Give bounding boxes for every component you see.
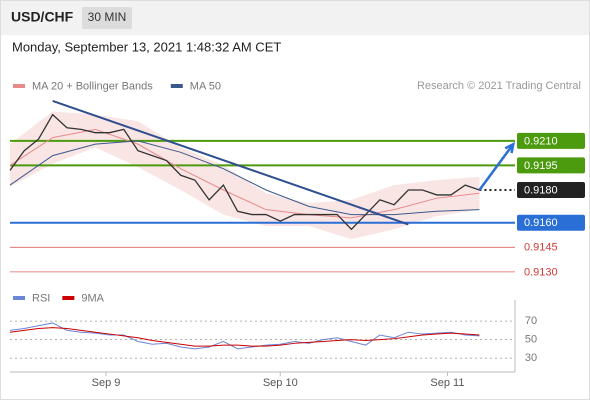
x-tick-label: Sep 11 [430,377,464,389]
x-tick-label: Sep 10 [263,377,298,389]
arrow-head [504,141,515,154]
level-box [517,214,585,231]
trendline [52,99,409,226]
x-tick-label: Sep 9 [92,377,121,389]
y-tick-label: 50 [525,334,537,346]
legend-label: 9MA [81,292,104,304]
level-label: 0.9210 [524,135,558,147]
level-box [517,157,585,174]
plots: 0.9210 0.9195 0.9180 0.9160 0.9145 0.9130 MA 2… [9,80,585,389]
legend-swatch [13,296,25,300]
level-label: 0.9130 [524,266,558,278]
level-label: 0.9180 [524,184,558,196]
level-label: 0.9160 [524,217,558,229]
timestamp: Monday, September 13, 2021 1:48:32 AM CE… [12,39,281,54]
level-label: 0.9145 [524,242,558,254]
interval-button[interactable] [82,7,132,29]
legend-label: RSI [32,292,50,304]
y-tick-label: 70 [525,315,537,327]
forecast-arrow [478,143,515,191]
rsi-line [9,327,480,347]
price-line [9,113,480,231]
level-box [517,132,585,149]
ma-line [9,140,480,216]
level-box [517,182,585,198]
interval-label[interactable]: 30 MIN [88,10,127,24]
symbol: USD/CHF [11,9,74,25]
legend-label: MA 20 + Bollinger Bands [32,80,153,92]
y-tick-label: 30 [525,352,537,364]
legend-swatch [62,296,75,300]
rsi-line [9,322,480,350]
level-label: 0.9195 [524,160,558,172]
legend-label: MA 50 [190,80,221,92]
bollinger-band [10,111,480,240]
legend-swatch [170,84,183,88]
credit: Research © 2021 Trading Central [417,80,581,92]
legend-swatch [13,84,25,88]
